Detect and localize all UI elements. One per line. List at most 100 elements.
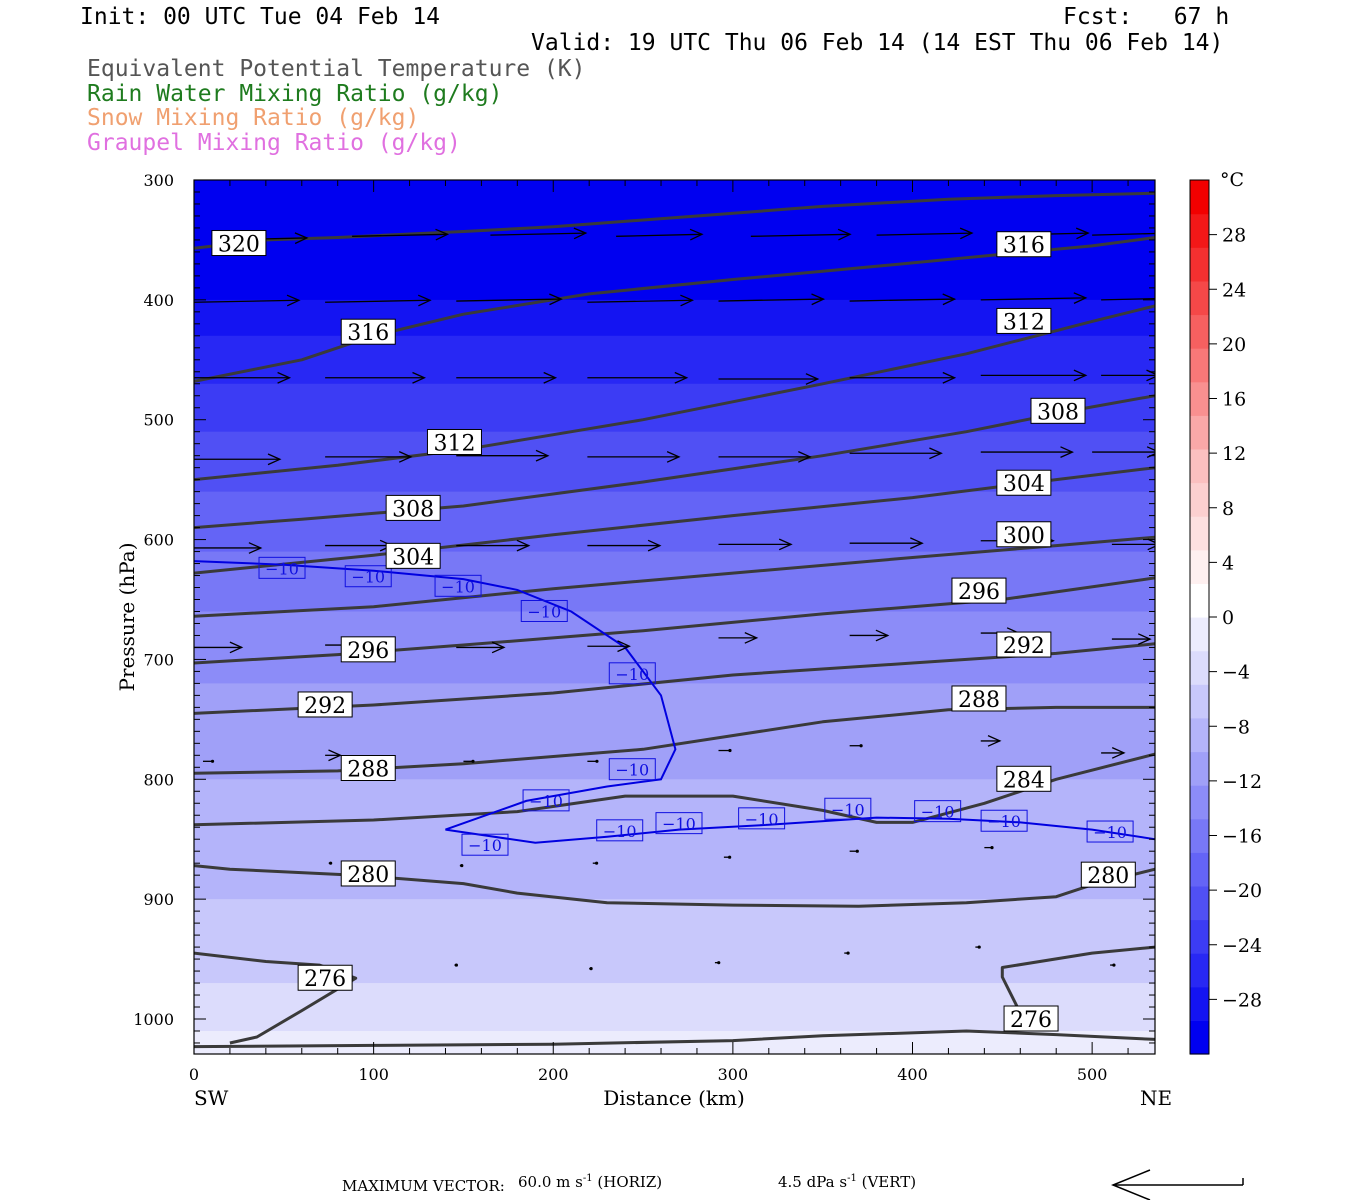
colorbar-swatch (1190, 314, 1209, 349)
wind-vector-head (987, 735, 1002, 747)
theta-e-label-box (1030, 397, 1086, 424)
horiz-tag: (HORIZ) (597, 1173, 663, 1191)
isotherm-label-text: −10 (351, 568, 385, 587)
wind-vector-shaft (587, 299, 693, 303)
isotherm-label-box (461, 833, 509, 856)
isotherm-label-box (522, 789, 570, 812)
colorbar-swatch (1190, 583, 1209, 618)
colorbar-swatch (1190, 852, 1209, 887)
y-tick-label: 900 (143, 890, 174, 909)
wind-vector-head (859, 744, 863, 748)
theta-e-label-text: 288 (347, 757, 389, 782)
theta-e-label-text: 312 (1003, 310, 1045, 335)
legend-graupel: Graupel Mixing Ratio (g/kg) (87, 130, 461, 156)
y-tick-label: 300 (143, 171, 174, 190)
theta-e-labels: 320 316 316 312 312 308 308 304 304 300 296 296 292 2… (211, 230, 1136, 1033)
colorbar-swatch (1190, 213, 1209, 248)
y-tick-label: 1000 (133, 1010, 174, 1029)
isotherm-label-box (980, 809, 1028, 832)
isotherm-label-text: −10 (468, 836, 502, 855)
theta-e-label-text: 296 (347, 639, 389, 664)
isotherm-label-box (608, 662, 656, 685)
colorbar: 28 24 20 16 12 8 4 0 −4 −8 −12 −16 −20 −24 −28 (1189, 179, 1262, 1055)
theta-e-label-box (1003, 1005, 1059, 1032)
colorbar-swatch (1190, 650, 1209, 685)
wind-vector-head (717, 961, 721, 965)
wind-vector-head (1157, 228, 1169, 239)
isotherm-label-box (1086, 820, 1134, 843)
isotherm-label-box (655, 812, 703, 835)
colorbar-swatch (1190, 280, 1209, 316)
colorbar-tick-label: 8 (1222, 498, 1234, 520)
isotherm-label-box (738, 807, 786, 830)
legend-rain-water: Rain Water Mixing Ratio (g/kg) (87, 81, 503, 107)
x-tick-label: 100 (358, 1065, 389, 1084)
colorbar-swatch (1190, 549, 1209, 584)
theta-e-label-text: 292 (304, 694, 346, 719)
colorbar-swatch (1190, 180, 1209, 215)
theta-e-label-text: 300 (1003, 524, 1045, 549)
theta-e-label-box (340, 318, 396, 345)
theta-e-line-312 (194, 304, 1155, 482)
wind-vector-head (990, 846, 994, 850)
theta-e-label-text: 316 (1003, 234, 1045, 259)
isotherm-label-text: −10 (441, 577, 475, 596)
theta-e-label-box (211, 230, 267, 257)
wind-vector-head (267, 453, 282, 466)
theta-e-label-text: 308 (392, 497, 434, 522)
max-horizontal-vector: 60.0 m s-1 (HORIZ) (518, 1173, 662, 1191)
temperature-band (194, 899, 1155, 985)
wind-vector-head (329, 861, 333, 865)
y-tick-label: 400 (143, 291, 174, 310)
wind-vector-head (647, 539, 662, 552)
colorbar-swatch (1190, 348, 1209, 383)
theta-e-label-box (340, 860, 396, 887)
isotherm-label-box (258, 556, 306, 579)
x-tick-label: 200 (538, 1065, 569, 1084)
wind-vector-head (1137, 633, 1152, 645)
theta-e-label-text: 320 (218, 233, 260, 258)
wind-vector-shaft (980, 297, 1086, 301)
colorbar-tick-label: −4 (1222, 662, 1250, 684)
wind-vector-head (543, 371, 558, 384)
wind-vector-shaft (352, 233, 448, 237)
theta-e-line-280 (194, 864, 1155, 908)
horiz-value: 60.0 m s (518, 1173, 583, 1191)
theta-e-label-text: 280 (1087, 864, 1129, 889)
wind-vector-head (855, 849, 859, 853)
axes: 300 400 500 600 700 800 900 1000 0 100 200 300 400 50… (133, 171, 1155, 1084)
wind-vector-head (1075, 227, 1090, 240)
theta-e-label-box (385, 542, 441, 569)
plot-frame (193, 179, 1156, 1055)
theta-e-label-box (385, 494, 441, 521)
wind-vector-head (811, 293, 826, 306)
theta-e-label-box (340, 754, 396, 781)
x-axis-title: Distance (km) (603, 1086, 745, 1110)
isotherm-label-box (824, 797, 872, 820)
wind-vector-head (286, 294, 301, 307)
wind-vector-head (294, 232, 309, 245)
isotherm-label-box (596, 819, 644, 842)
wind-vector-head (210, 759, 215, 763)
colorbar-tick-label: −20 (1222, 880, 1262, 902)
wind-vector-head (837, 228, 852, 241)
colorbar-tick-label: 0 (1222, 607, 1234, 629)
wind-vector-head (1060, 446, 1074, 458)
theta-e-label-text: 312 (433, 431, 475, 456)
colorbar-tick-label: 16 (1222, 389, 1246, 411)
colorbar-tick-label: −12 (1222, 771, 1262, 793)
wind-vector-head (910, 537, 924, 550)
wind-vector-head (728, 748, 732, 753)
horiz-unit-exponent: -1 (582, 1173, 593, 1184)
theta-e-label-box (996, 765, 1052, 792)
valid-time: Valid: 19 UTC Thu 06 Feb 14 (14 EST Thu … (531, 30, 1224, 56)
theta-e-label-text: 296 (958, 580, 1000, 605)
isotherm-minus10-line (194, 560, 1155, 844)
colorbar-swatch (1190, 684, 1209, 719)
colorbar-swatch (1190, 751, 1209, 786)
theta-e-line-272 (194, 1029, 1155, 1049)
colorbar-tick-label: −28 (1222, 989, 1262, 1011)
colorbar-tick-label: −24 (1222, 935, 1262, 957)
y-tick-label: 700 (143, 650, 174, 669)
theta-e-label-text: 288 (958, 688, 1000, 713)
